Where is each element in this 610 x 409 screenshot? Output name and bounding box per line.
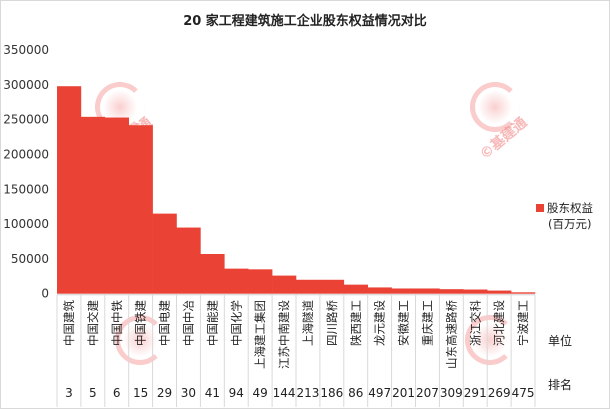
bar <box>128 125 153 294</box>
y-tick-label: 250000 <box>3 113 49 127</box>
rank-label: 213 <box>296 386 319 400</box>
category-label: 中国建筑 <box>62 300 76 346</box>
row-label-rank: 排名 <box>548 378 573 392</box>
rank-label: 309 <box>440 386 463 400</box>
bar <box>319 279 345 294</box>
rank-label: 29 <box>157 386 172 400</box>
y-tick-label: 300000 <box>3 78 49 92</box>
rank-label: 5 <box>89 386 97 400</box>
category-label: 山东高速路桥 <box>444 300 458 369</box>
bar <box>176 227 201 294</box>
category-label: 四川路桥 <box>325 300 339 346</box>
bar <box>152 213 177 294</box>
watermark-logo-icon <box>115 315 165 365</box>
rank-label: 144 <box>273 386 296 400</box>
row-label-unit: 单位 <box>548 334 573 348</box>
legend: 股东权益 (百万元) <box>536 200 593 232</box>
rank-label: 497 <box>368 386 391 400</box>
bar <box>248 269 273 294</box>
category-label: 中国电建 <box>158 300 172 346</box>
bar <box>415 288 440 294</box>
category-label: 中国能建 <box>205 300 219 346</box>
rank-label: 86 <box>348 386 363 400</box>
rank-label: 186 <box>320 386 343 400</box>
rank-label: 15 <box>133 386 148 400</box>
y-tick-label: 100000 <box>3 217 49 231</box>
category-label: 中国化学 <box>229 300 243 346</box>
rank-label: 49 <box>253 386 268 400</box>
category-label: 安徽建工 <box>397 300 411 346</box>
category-label: 中国铁建 <box>134 300 148 346</box>
bar <box>487 290 512 294</box>
category-label: 中国中冶 <box>181 300 195 346</box>
category-label: 中国中铁 <box>110 300 124 346</box>
bar <box>200 254 225 294</box>
chart-title: 20 家工程建筑施工企业股东权益情况对比 <box>183 14 427 29</box>
bar <box>57 86 82 294</box>
rank-label: 201 <box>392 386 415 400</box>
bar <box>343 284 368 294</box>
y-tick-label: 200000 <box>3 147 49 161</box>
rank-label: 475 <box>512 386 535 400</box>
legend-swatch <box>536 204 544 212</box>
category-label: 上海隧道 <box>301 300 315 346</box>
bar <box>224 268 249 294</box>
y-tick-label: 150000 <box>3 182 49 196</box>
watermark-logo-icon <box>470 82 520 132</box>
category-label: 江苏中南建设 <box>277 300 291 369</box>
rank-label: 291 <box>464 386 487 400</box>
bar <box>391 288 416 294</box>
rank-label: 41 <box>205 386 220 400</box>
rank-label: 3 <box>65 386 73 400</box>
category-label: 河北建设 <box>492 300 506 346</box>
bar <box>439 289 464 294</box>
bar <box>511 292 536 294</box>
category-label: 陕西建工 <box>349 300 363 346</box>
y-tick-label: 0 <box>41 287 49 301</box>
category-label: 浙江交科 <box>468 300 482 346</box>
rank-label: 207 <box>416 386 439 400</box>
category-label: 宁波建工 <box>516 300 530 346</box>
bar <box>296 279 321 294</box>
rank-label: 94 <box>229 386 244 400</box>
bar <box>367 287 392 294</box>
legend-unit: (百万元) <box>548 217 592 231</box>
y-tick-label: 50000 <box>11 252 49 266</box>
y-tick-label: 350000 <box>3 43 49 57</box>
rank-label: 30 <box>181 386 196 400</box>
bar <box>463 289 488 294</box>
legend-label: 股东权益 <box>547 201 593 215</box>
category-label: 上海建工集团 <box>253 300 267 369</box>
bar <box>104 117 129 294</box>
category-label: 中国交建 <box>86 300 100 346</box>
rank-label: 6 <box>113 386 121 400</box>
category-label: 龙元建设 <box>373 300 387 346</box>
category-label: 重庆建工 <box>420 300 434 346</box>
watermark-logo-icon <box>465 315 515 365</box>
bar <box>80 116 106 294</box>
rank-label: 269 <box>488 386 511 400</box>
bar <box>272 275 297 294</box>
